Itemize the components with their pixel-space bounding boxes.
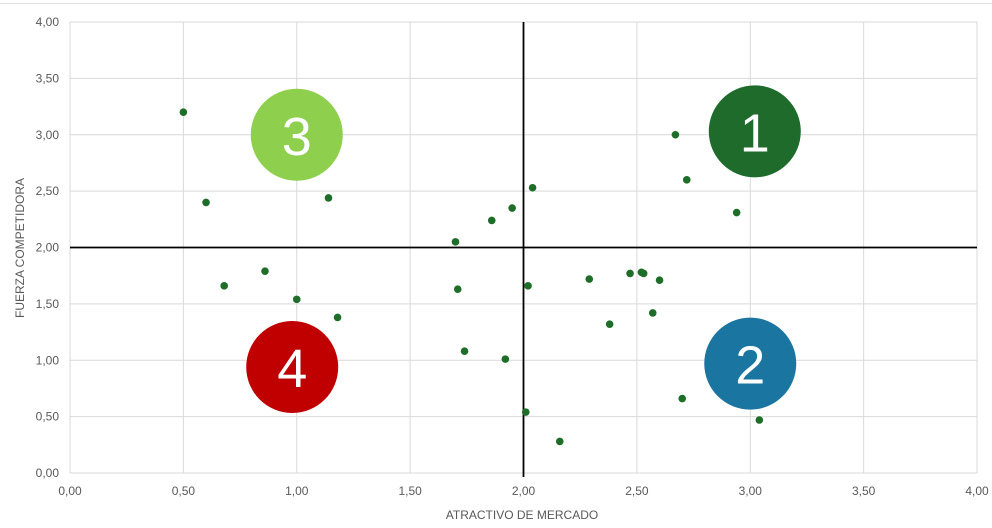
data-point bbox=[639, 269, 648, 278]
data-point bbox=[524, 282, 532, 290]
data-point bbox=[220, 282, 228, 290]
data-point bbox=[732, 208, 741, 217]
data-point bbox=[682, 176, 691, 184]
y-tick-label: 2,50 bbox=[36, 184, 60, 198]
y-tick-label: 0,00 bbox=[36, 466, 60, 480]
x-tick-label: 1,00 bbox=[285, 484, 309, 498]
x-axis-label: ATRACTIVO DE MERCADO bbox=[445, 508, 599, 522]
y-axis-label: FUERZA COMPETIDORA bbox=[13, 177, 27, 319]
y-tick-label: 2,00 bbox=[36, 241, 60, 255]
top-divider-line bbox=[0, 3, 992, 4]
data-point bbox=[324, 194, 333, 202]
data-point bbox=[555, 437, 564, 446]
data-point bbox=[605, 320, 614, 328]
quadrant-badge-3: 3 bbox=[250, 88, 343, 181]
y-tick-label: 3,50 bbox=[36, 71, 60, 85]
data-point bbox=[333, 313, 342, 322]
x-tick-label: 4,00 bbox=[965, 484, 989, 498]
data-point bbox=[585, 275, 594, 283]
data-point bbox=[508, 204, 516, 212]
data-point bbox=[292, 295, 301, 304]
quadrant-badge-circle bbox=[250, 88, 343, 181]
data-point bbox=[626, 269, 634, 278]
data-point bbox=[521, 408, 530, 416]
y-tick-label: 1,50 bbox=[36, 297, 60, 311]
y-tick-label: 0,50 bbox=[36, 410, 60, 424]
quadrant-badge-number: 1 bbox=[740, 103, 770, 163]
quadrant-badge-4: 4 bbox=[246, 321, 339, 414]
data-point bbox=[261, 267, 269, 275]
data-point bbox=[202, 198, 210, 207]
x-tick-label: 0,00 bbox=[58, 484, 82, 498]
x-tick-label: 2,00 bbox=[512, 484, 536, 498]
x-tick-label: 1,50 bbox=[398, 484, 422, 498]
quadrant-badge-circle bbox=[704, 317, 797, 410]
data-point bbox=[671, 130, 680, 139]
y-tick-label: 4,00 bbox=[36, 15, 60, 29]
data-point bbox=[678, 394, 687, 403]
data-point bbox=[453, 285, 462, 294]
data-point bbox=[655, 276, 664, 284]
y-tick-label: 3,00 bbox=[36, 128, 60, 142]
x-tick-label: 3,00 bbox=[739, 484, 763, 498]
data-point bbox=[451, 238, 460, 246]
data-point bbox=[528, 183, 537, 192]
quadrant-badge-number: 3 bbox=[282, 107, 312, 167]
data-point bbox=[179, 108, 188, 116]
quadrant-badge-circle bbox=[246, 321, 339, 414]
x-tick-label: 2,50 bbox=[625, 484, 649, 498]
x-tick-label: 0,50 bbox=[172, 484, 196, 498]
quadrant-badge-2: 2 bbox=[704, 317, 797, 410]
data-point bbox=[460, 347, 469, 356]
data-point bbox=[487, 216, 496, 225]
quadrant-badge-1: 1 bbox=[708, 85, 801, 178]
y-tick-label: 1,00 bbox=[36, 353, 60, 367]
data-point bbox=[755, 416, 764, 424]
x-tick-label: 3,50 bbox=[852, 484, 876, 498]
data-point bbox=[648, 309, 657, 317]
quadrant-badge-number: 4 bbox=[277, 339, 307, 399]
quadrant-badge-circle bbox=[708, 85, 801, 178]
quadrant-badge-number: 2 bbox=[735, 336, 765, 396]
data-point bbox=[501, 355, 510, 363]
